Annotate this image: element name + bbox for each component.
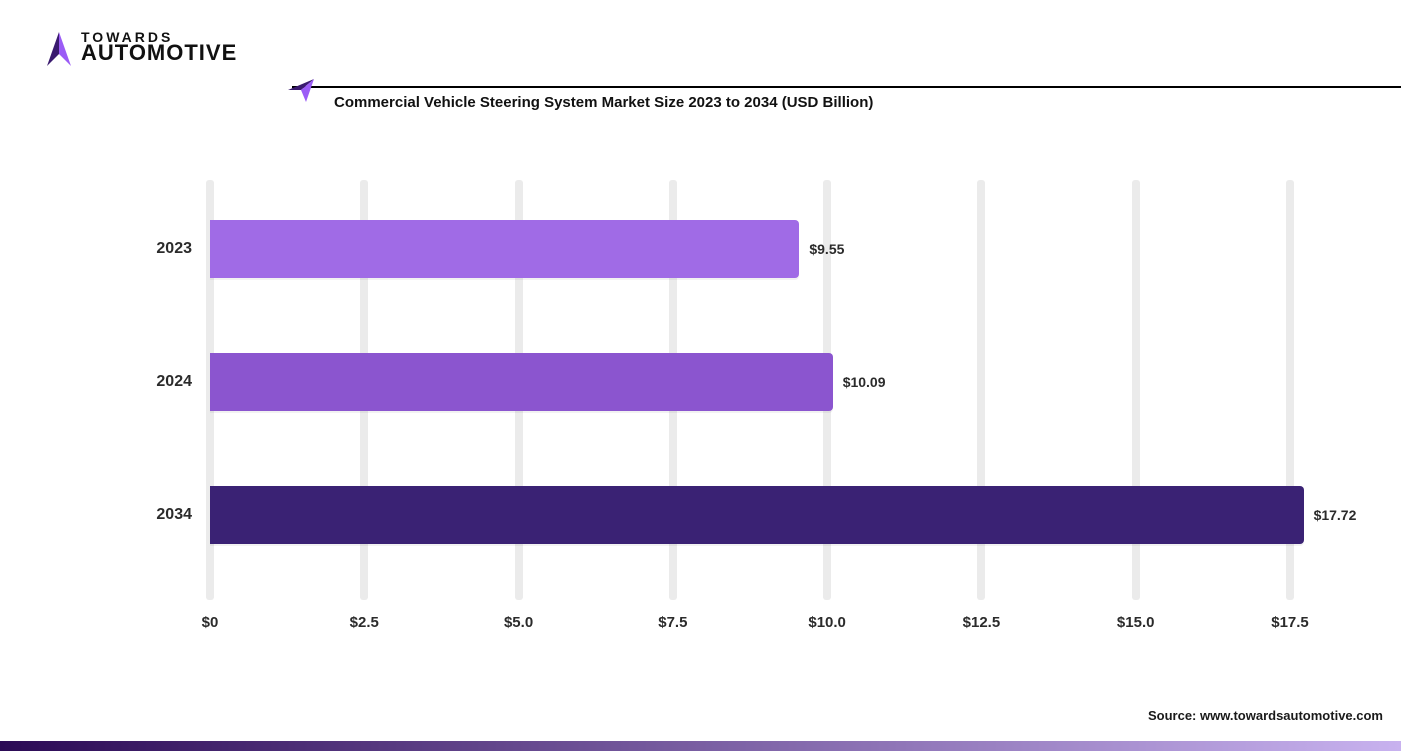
x-tick-label: $12.5 bbox=[963, 614, 1001, 631]
bar: $17.72 bbox=[210, 486, 1304, 544]
x-tick-label: $15.0 bbox=[1117, 614, 1155, 631]
x-tick-label: $17.5 bbox=[1271, 614, 1309, 631]
source-credit: Source: www.towardsautomotive.com bbox=[1148, 708, 1383, 723]
chart-title: Commercial Vehicle Steering System Marke… bbox=[334, 94, 873, 111]
brand-logo-text: TOWARDS AUTOMOTIVE bbox=[81, 30, 237, 64]
x-tick-label: $2.5 bbox=[350, 614, 379, 631]
value-label: $9.55 bbox=[809, 241, 844, 257]
value-label: $17.72 bbox=[1314, 507, 1357, 523]
x-tick-label: $7.5 bbox=[658, 614, 687, 631]
brand-logo: TOWARDS AUTOMOTIVE bbox=[45, 30, 237, 68]
x-tick-label: $10.0 bbox=[808, 614, 846, 631]
source-label: Source: bbox=[1148, 708, 1200, 723]
category-label: 2024 bbox=[156, 373, 192, 391]
bottom-gradient-strip bbox=[0, 741, 1401, 751]
category-label: 2034 bbox=[156, 506, 192, 524]
chart-plot-area: $0$2.5$5.0$7.5$10.0$12.5$15.0$17.5$9.552… bbox=[210, 180, 1290, 600]
page: TOWARDS AUTOMOTIVE Commercial Vehicle St… bbox=[0, 0, 1401, 751]
bar: $10.09 bbox=[210, 353, 833, 411]
bar-chart: $0$2.5$5.0$7.5$10.0$12.5$15.0$17.5$9.552… bbox=[210, 180, 1290, 600]
title-arrow-icon bbox=[286, 75, 316, 105]
source-url: www.towardsautomotive.com bbox=[1200, 708, 1383, 723]
title-row: Commercial Vehicle Steering System Marke… bbox=[292, 86, 1401, 128]
brand-logo-icon bbox=[45, 30, 73, 68]
brand-logo-line2: AUTOMOTIVE bbox=[81, 42, 237, 64]
category-label: 2023 bbox=[156, 240, 192, 258]
x-tick-label: $0 bbox=[202, 614, 219, 631]
value-label: $10.09 bbox=[843, 374, 886, 390]
x-tick-label: $5.0 bbox=[504, 614, 533, 631]
bar: $9.55 bbox=[210, 220, 799, 278]
